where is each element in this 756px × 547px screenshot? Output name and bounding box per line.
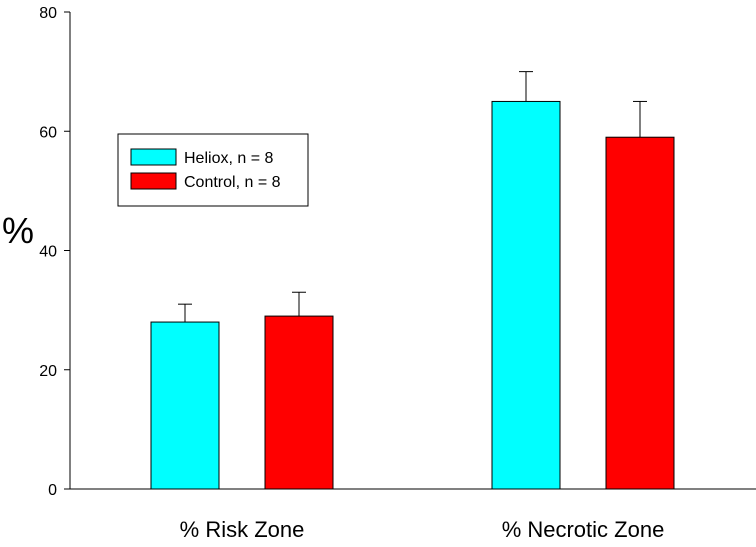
bar-heliox-risk-zone — [150, 321, 220, 490]
legend-label-heliox: Heliox, n = 8 — [184, 150, 273, 167]
legend-box — [117, 133, 309, 207]
x-category-label-risk-zone: % Risk Zone — [180, 517, 305, 542]
y-tick-label-0: 0 — [48, 482, 57, 499]
legend: Heliox, n = 8 Control, n = 8 — [117, 133, 309, 207]
x-category-label-necrotic-zone: % Necrotic Zone — [502, 517, 665, 542]
bar-control-risk-zone — [264, 315, 334, 490]
bar-control-necrotic-zone — [605, 136, 675, 490]
plot-area: 0 20 40 60 80 % Risk Zone % Necrotic Zone — [39, 5, 756, 542]
y-tick-label-40: 40 — [39, 244, 57, 261]
bar-heliox-necrotic-zone — [491, 100, 561, 490]
y-axis-title: % — [2, 210, 34, 251]
y-tick-label-20: 20 — [39, 363, 57, 380]
legend-swatch-heliox — [130, 148, 177, 166]
y-tick-label-60: 60 — [39, 124, 57, 141]
legend-swatch-control — [130, 172, 177, 190]
legend-label-control: Control, n = 8 — [184, 174, 281, 191]
y-tick-label-80: 80 — [39, 5, 57, 22]
